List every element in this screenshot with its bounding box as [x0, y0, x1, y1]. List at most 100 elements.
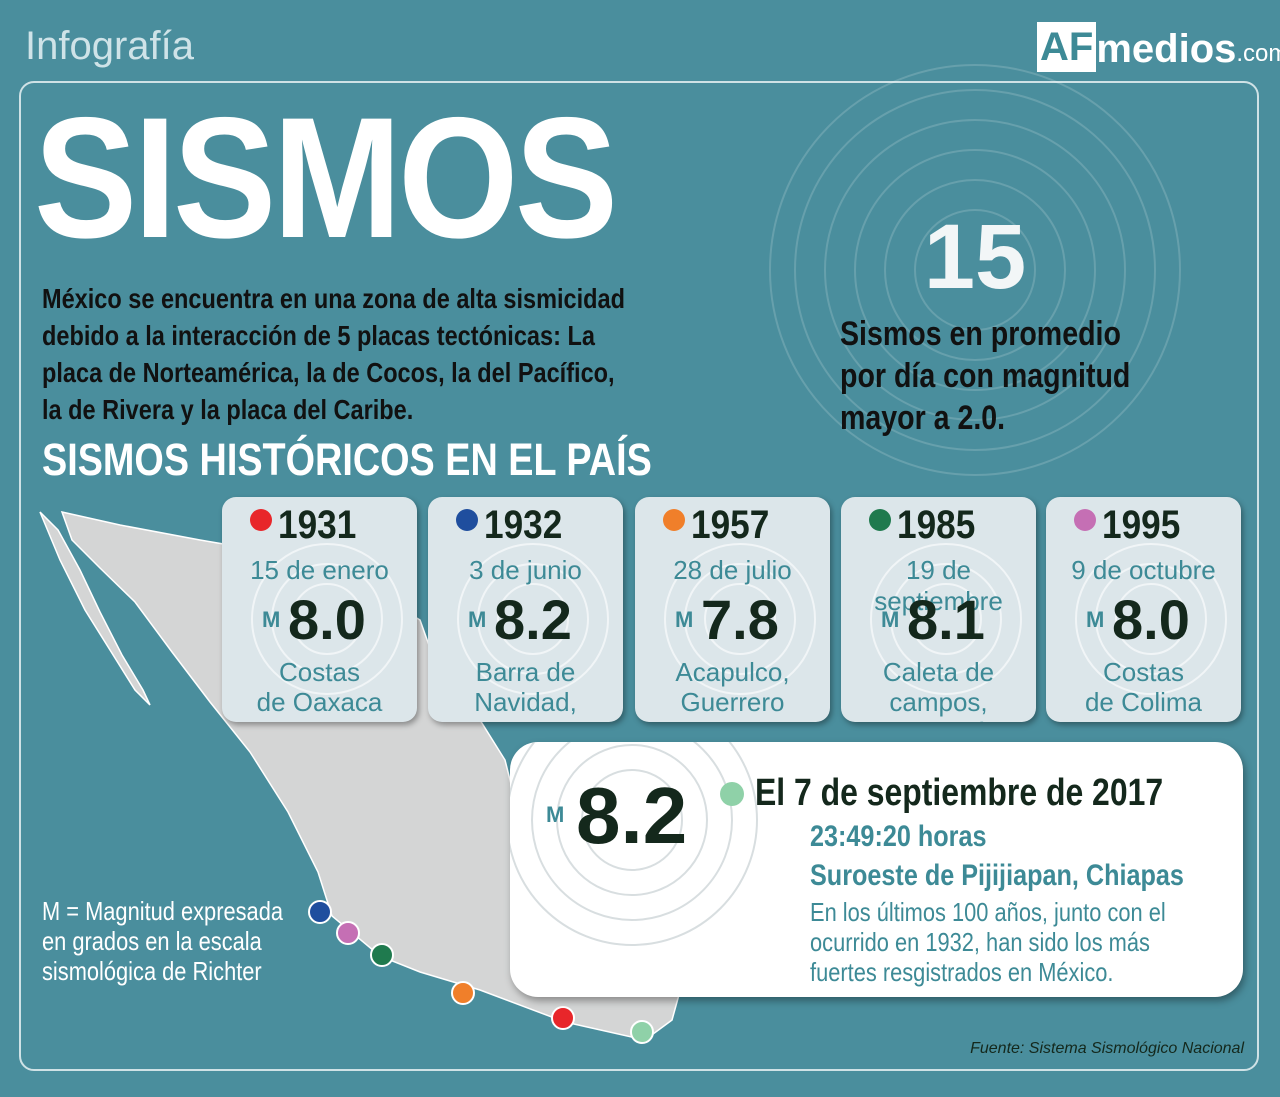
event-m: M [468, 607, 487, 632]
event-card: 1995 9 de octubre M 8.0 Costas de Colima [1046, 497, 1241, 722]
card-ripples [1075, 543, 1227, 695]
ripple [271, 563, 383, 675]
source: Fuente: Sistema Sismológico Nacional [970, 1040, 1244, 1057]
event-dot [1074, 509, 1096, 531]
map-dots [308, 900, 654, 1044]
card-ripples [251, 543, 403, 695]
event-dot [663, 509, 685, 531]
event-dot [456, 509, 478, 531]
stat-text: Sismos en promedio por día con magnitud ma… [840, 313, 1130, 439]
logo-medios: medios [1096, 27, 1237, 71]
featured-place: Suroeste de Pijijiapan, Chiapas [810, 859, 1184, 892]
text-line: Acapulco, [675, 657, 790, 687]
map-dot [336, 921, 360, 945]
ripple [664, 543, 816, 695]
map-dot [451, 981, 475, 1005]
event-magnitude: 8.2 [494, 588, 572, 651]
event-date: 28 de julio [673, 555, 792, 585]
event-year: 1931 [278, 503, 357, 547]
ripple [684, 563, 796, 675]
logo-af: AF [1037, 22, 1097, 72]
featured-panel: M 8.2 El 7 de septiembre de 2017 23:49:2… [510, 742, 1243, 997]
event-magnitude: 8.0 [1112, 588, 1190, 651]
text-line: placa de Norteamérica, la de Cocos, la d… [42, 357, 615, 388]
text-line: la de Rivera y la placa del Caribe. [42, 394, 414, 425]
event-dot [250, 509, 272, 531]
ripple [910, 583, 982, 655]
section-title: SISMOS HISTÓRICOS EN EL PAÍS [42, 434, 652, 485]
stat-number: 15 [923, 206, 1027, 308]
ripple [1095, 563, 1207, 675]
text-line: de Oaxaca [256, 687, 383, 717]
event-place: Barra de Navidad,Jalisco [428, 657, 623, 722]
text-line: por día con magnitud [840, 357, 1131, 395]
event-year: 1957 [691, 503, 770, 547]
ripple [291, 583, 363, 655]
map-dot [551, 1006, 575, 1030]
text-line: México se encuentra en una zona de alta … [42, 283, 625, 314]
card-ripples [664, 543, 816, 695]
event-magnitude: 7.8 [701, 588, 779, 651]
event-year: 1995 [1102, 503, 1181, 547]
text-line: Costas [279, 657, 360, 687]
ripple [870, 543, 1022, 695]
text-line: Costas [1103, 657, 1184, 687]
frame [19, 81, 1259, 1071]
text-line: en grados en la escala [42, 926, 262, 956]
card-ripples [870, 543, 1022, 695]
featured-magnitude: 8.2 [576, 771, 688, 860]
map-dot [630, 1020, 654, 1044]
event-year: 1932 [484, 503, 563, 547]
featured-m: M [546, 802, 565, 827]
event-date: 19 de septiembre [874, 555, 1003, 616]
kicker: Infografía [25, 24, 195, 68]
event-date: 3 de junio [469, 555, 582, 585]
map-dot [370, 943, 394, 967]
event-m: M [262, 607, 281, 632]
event-card: 1957 28 de julio M 7.8 Acapulco, Guerrero [635, 497, 830, 722]
logo: AF medios .com [1037, 22, 1280, 72]
featured-date: El 7 de septiembre de 2017 [755, 772, 1164, 814]
text-line: ocurrido en 1932, han sido los más [810, 927, 1150, 957]
ripple [457, 543, 609, 695]
ripple [704, 583, 776, 655]
event-place: Acapulco, Guerrero [635, 657, 830, 717]
title: SISMOS [34, 82, 618, 274]
event-m: M [881, 607, 900, 632]
text-line: debido a la interacción de 5 placas tect… [42, 320, 595, 351]
ripple [1075, 543, 1227, 695]
legend: M = Magnitud expresada en grados en la es… [42, 896, 283, 986]
text-line: Sismos en promedio [840, 315, 1121, 353]
intro: México se encuentra en una zona de alta … [42, 280, 625, 428]
event-date: 9 de octubre [1071, 555, 1216, 585]
text-line: sismológica de Richter [42, 956, 262, 986]
event-card: 1931 15 de enero M 8.0 Costas de Oaxaca [222, 497, 417, 722]
text-line: mayor a 2.0. [840, 399, 1006, 437]
ripple [890, 563, 1002, 675]
ripples [769, 64, 1181, 476]
event-m: M [675, 607, 694, 632]
text-line: M = Magnitud expresada [42, 896, 283, 926]
event-year: 1985 [897, 503, 976, 547]
logo-com: .com [1236, 40, 1280, 67]
event-date: 15 de enero [250, 555, 389, 585]
event-card: 1985 19 de septiembre M 8.1 Caleta de campos… [841, 497, 1036, 722]
card-ripples [457, 543, 609, 695]
ripple [251, 543, 403, 695]
text-line: fuertes resgistrados en México. [810, 957, 1114, 987]
text-line: En los últimos 100 años, junto con el [810, 897, 1166, 927]
featured-time: 23:49:20 horas [810, 820, 987, 853]
ripple [477, 563, 589, 675]
event-place: Costas de Oaxaca [222, 657, 417, 717]
map-dot [308, 900, 332, 924]
ripple [1115, 583, 1187, 655]
text-line: Guerrero [680, 687, 785, 717]
event-m: M [1086, 607, 1105, 632]
event-dot [869, 509, 891, 531]
event-magnitude: 8.0 [288, 588, 366, 651]
event-place: Caleta de campos,Michoacán [841, 657, 1036, 722]
event-magnitude: 8.1 [907, 588, 985, 651]
text-line: Barra de Navidad, [474, 657, 577, 717]
featured-dot [720, 782, 744, 806]
